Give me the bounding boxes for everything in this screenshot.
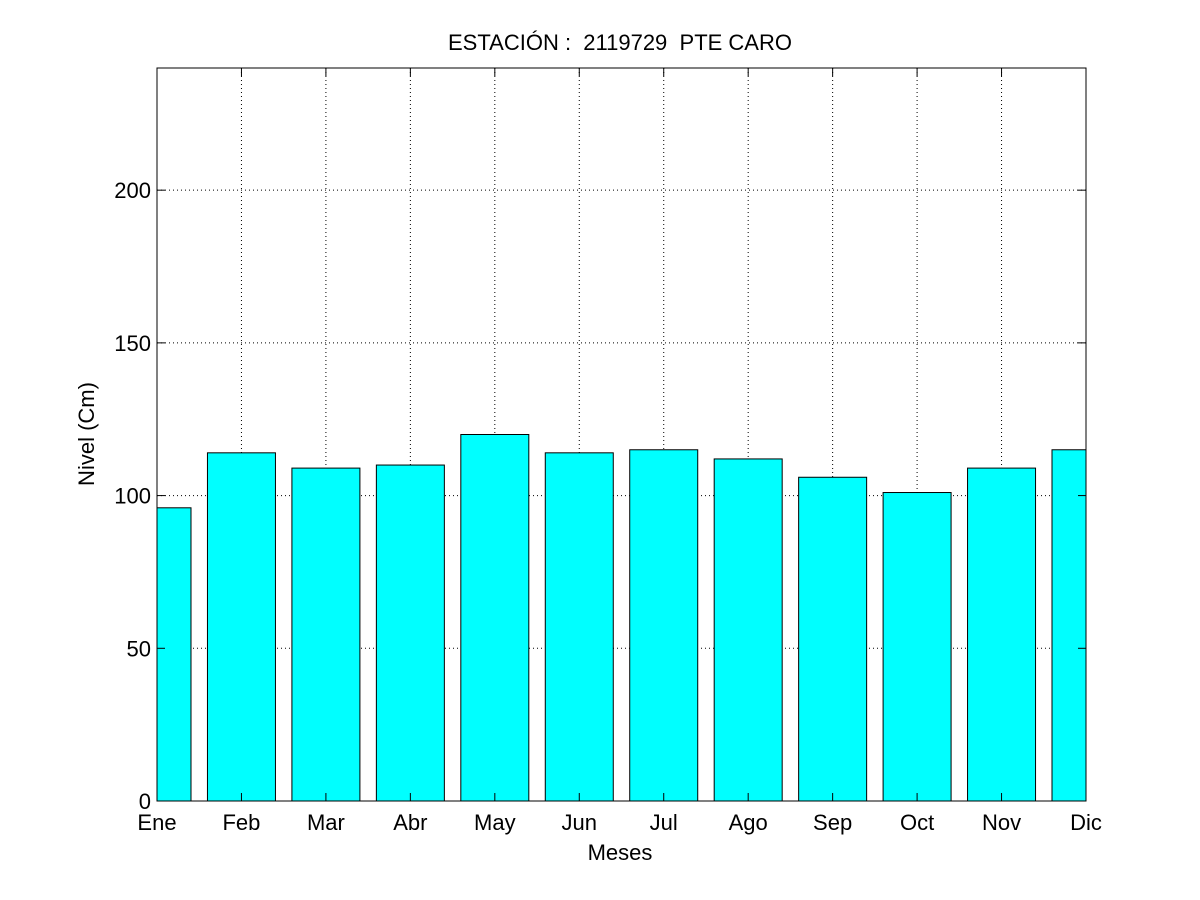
y-tick-label: 150 (114, 331, 151, 356)
x-axis-label: Meses (588, 840, 653, 865)
x-tick-label: Sep (813, 810, 852, 835)
grid-lines (157, 68, 1086, 801)
x-tick-label: Abr (393, 810, 427, 835)
x-tick-label: Oct (900, 810, 934, 835)
x-tick-label: Mar (307, 810, 345, 835)
x-tick-label: Jun (562, 810, 597, 835)
y-tick-label: 200 (114, 178, 151, 203)
bar-jul (629, 449, 699, 801)
bar-mar (291, 467, 361, 801)
x-tick-label: Nov (982, 810, 1021, 835)
x-tick-label: Feb (222, 810, 260, 835)
x-tick-labels: Ene Feb Mar Abr May Jun Jul Ago Sep Oct Nov Dic (137, 810, 1101, 835)
chart-title: ESTACIÓN : 2119729 PTE CARO (448, 30, 792, 55)
x-tick-label: Jul (650, 810, 678, 835)
x-tick-label: Ago (729, 810, 768, 835)
bars (157, 434, 1086, 801)
bar-jun (544, 452, 614, 801)
plot-frame (156, 67, 1087, 802)
tick-marks (156, 68, 1087, 802)
y-tick-label: 100 (114, 484, 151, 509)
bar-sep (798, 476, 868, 801)
bar-abr (375, 464, 445, 801)
y-tick-label: 0 (139, 789, 151, 814)
bar-may (460, 434, 530, 801)
bar-ene (157, 507, 192, 801)
y-axis-label: Nivel (Cm) (74, 382, 99, 486)
y-tick-label: 50 (127, 636, 151, 661)
x-tick-label: Dic (1070, 810, 1102, 835)
x-tick-label: Ene (137, 810, 176, 835)
y-tick-labels: 0 50 100 150 200 (114, 178, 151, 814)
x-tick-label: May (474, 810, 516, 835)
bar-oct (882, 492, 952, 801)
bar-ago (713, 458, 783, 801)
bar-feb (206, 452, 276, 801)
bar-dic (1051, 449, 1086, 801)
bar-nov (967, 467, 1037, 801)
